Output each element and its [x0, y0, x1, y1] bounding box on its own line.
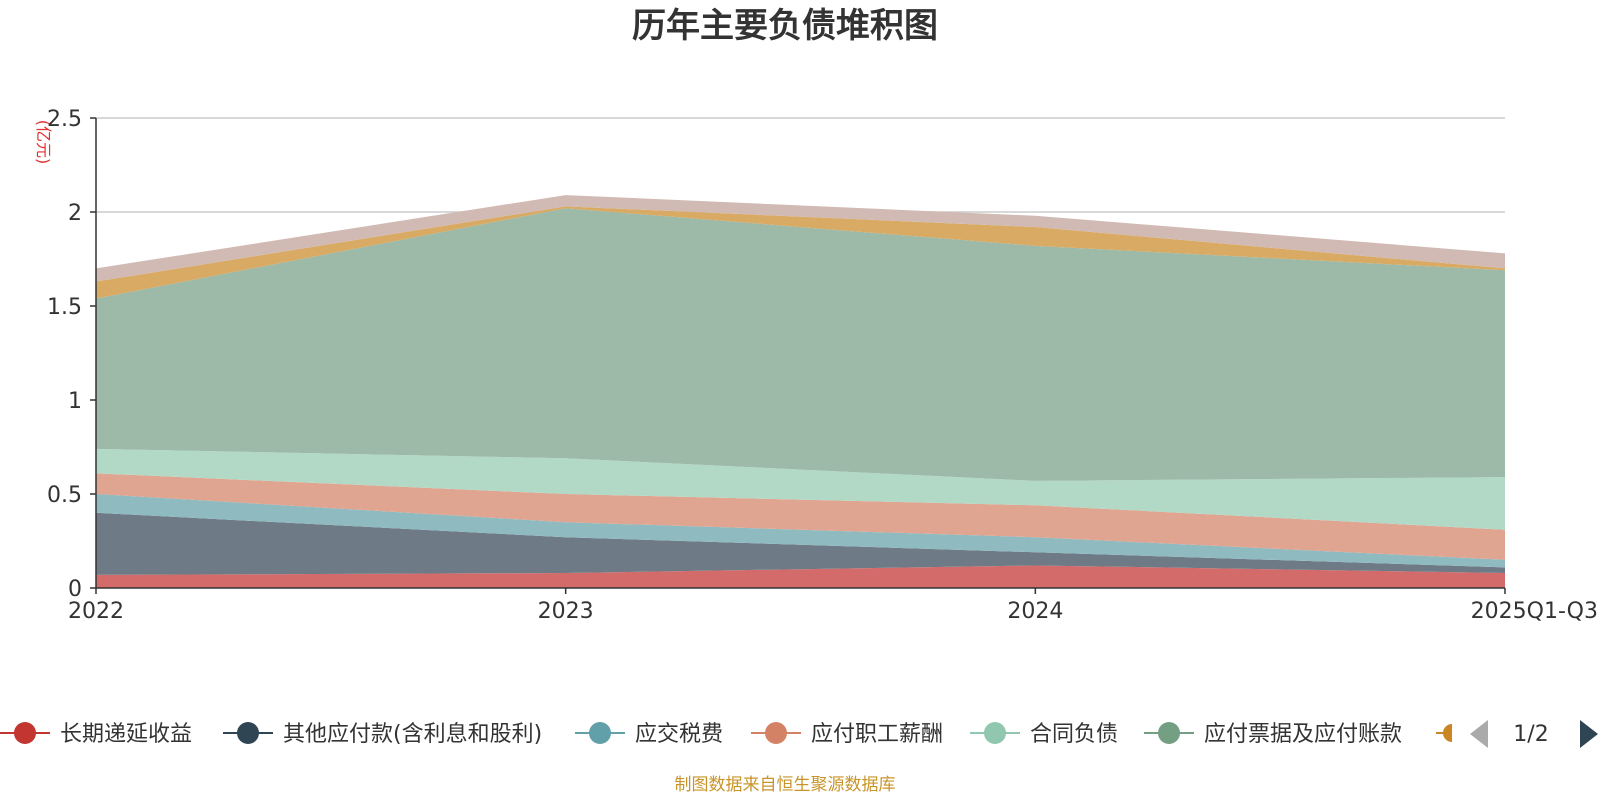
area-series-1[interactable] [96, 565, 1505, 588]
y-tick-label: 1 [68, 389, 82, 414]
y-tick-label: 0.5 [47, 483, 82, 508]
legend-marker [589, 722, 611, 744]
chart-title: 历年主要负债堆积图 [632, 6, 938, 46]
area-series-2[interactable] [96, 512, 1505, 575]
legend-marker [14, 722, 36, 744]
area-series-8[interactable] [96, 195, 1505, 282]
legend-label: 应交税费 [635, 722, 723, 747]
legend-item-1[interactable]: 长期递延收益 [0, 722, 192, 747]
legend-item-7-partial[interactable] [1436, 724, 1452, 742]
area-series-7[interactable] [96, 206, 1505, 299]
legend: 长期递延收益 其他应付款(含利息和股利) 应交税费 应付职工薪酬 合同负债 应付票据及应付… [0, 720, 1598, 748]
legend-item-3[interactable]: 应交税费 [575, 722, 723, 747]
y-tick-label: 1.5 [47, 295, 82, 320]
x-tick-label: 2022 [68, 599, 124, 624]
x-tick-label: 2025Q1-Q3 [1471, 599, 1598, 624]
x-tick-label: 2023 [538, 599, 594, 624]
legend-marker [1158, 722, 1180, 744]
legend-marker [984, 722, 1006, 744]
legend-label: 其他应付款(含利息和股利) [283, 722, 542, 747]
y-tick-label: 2 [68, 201, 82, 226]
legend-page-indicator: 1/2 [1513, 722, 1548, 747]
legend-prev-page-icon[interactable] [1470, 720, 1488, 748]
y-tick-label: 0 [68, 577, 82, 602]
legend-next-page-icon[interactable] [1580, 720, 1598, 748]
legend-label: 合同负债 [1030, 722, 1118, 747]
area-series-3[interactable] [96, 494, 1505, 568]
legend-marker [237, 722, 259, 744]
area-series-6[interactable] [96, 208, 1505, 481]
legend-marker [1443, 724, 1452, 742]
legend-label: 长期递延收益 [60, 722, 192, 747]
legend-label: 应付职工薪酬 [811, 722, 943, 747]
legend-item-6[interactable]: 应付票据及应付账款 [1144, 722, 1402, 747]
area-series-group [96, 195, 1505, 588]
y-tick-label: 2.5 [47, 107, 82, 132]
data-source-note: 制图数据来自恒生聚源数据库 [675, 775, 896, 795]
y-axis-unit: (亿元) [34, 120, 53, 165]
x-tick-label: 2024 [1007, 599, 1063, 624]
axes: 0 0.5 1 1.5 2 2.5 2022 2023 2024 2025Q1-Q3 [47, 107, 1598, 624]
legend-marker [765, 722, 787, 744]
area-series-4[interactable] [96, 473, 1505, 560]
area-series-5[interactable] [96, 448, 1505, 530]
legend-label: 应付票据及应付账款 [1204, 722, 1402, 747]
legend-item-4[interactable]: 应付职工薪酬 [751, 722, 943, 747]
legend-item-5[interactable]: 合同负债 [970, 722, 1118, 747]
legend-item-2[interactable]: 其他应付款(含利息和股利) [223, 722, 542, 747]
